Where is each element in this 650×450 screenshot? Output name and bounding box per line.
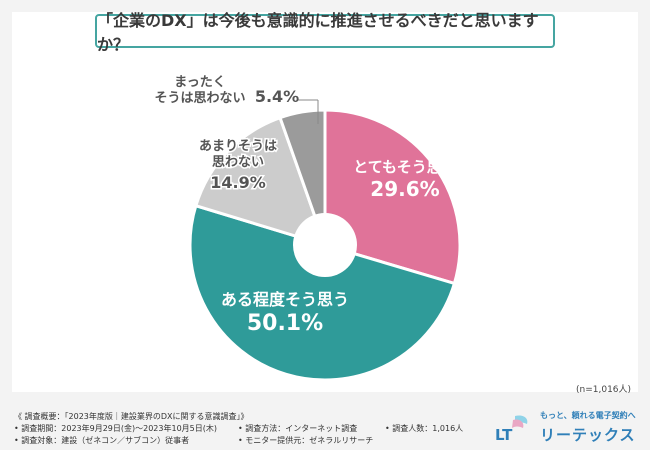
chart-title: 「企業のDX」は今後も意識的に推進させるべきだと思いますか？ bbox=[95, 11, 555, 54]
slice-category-label-somewhat: ある程度そう思う bbox=[221, 290, 349, 309]
slice-category-label-very-much: とてもそう思う bbox=[353, 158, 457, 176]
donut-hole bbox=[293, 213, 357, 277]
pie-slice-somewhat bbox=[188, 203, 457, 382]
survey-count: • 調査人数：1,016人 bbox=[385, 424, 464, 433]
slice-category-label-not-really: 思わない bbox=[212, 155, 264, 170]
slice-category-label-not-at-all: そうは思わない bbox=[154, 91, 245, 106]
slice-category-label-not-really: あまりそうは bbox=[199, 139, 277, 154]
brand-name: リーテックス bbox=[540, 426, 636, 444]
survey-summary: 《 調査概要：「2023年度版｜建設業界のDXに関する意識調査」》 bbox=[14, 412, 249, 421]
footer: 《 調査概要：「2023年度版｜建設業界のDXに関する意識調査」》 • 調査期間… bbox=[0, 404, 650, 450]
pie-slice-very-much bbox=[323, 108, 462, 286]
slice-value-label-not-really: 14.9% bbox=[210, 173, 266, 192]
pie-slice-not-at-all bbox=[278, 108, 327, 246]
brand-tagline: もっと、頼れる電子契約へ bbox=[540, 411, 636, 420]
survey-period: • 調査期間：2023年9月29日(金)〜2023年10月5日(木) bbox=[14, 424, 218, 433]
slice-value-label-not-at-all: 5.4% bbox=[255, 87, 299, 106]
survey-method: • 調査方法：インターネット調査 bbox=[238, 424, 358, 433]
survey-provider: • モニター提供元：ゼネラルリサーチ bbox=[238, 436, 374, 445]
pie-slices bbox=[188, 108, 462, 382]
sample-size-note: (n=1,016人) bbox=[576, 385, 632, 395]
slice-value-label-very-much: 29.6% bbox=[370, 177, 439, 201]
brand-logo-icon: LT bbox=[495, 415, 528, 444]
slice-value-label-somewhat: 50.1% bbox=[247, 311, 323, 336]
pie-slice-not-really bbox=[193, 115, 328, 248]
slice-category-label-not-at-all: まったく bbox=[174, 75, 225, 90]
brand-mark-text: LT bbox=[495, 426, 513, 444]
survey-target: • 調査対象：建設（ゼネコン／サブコン）従事者 bbox=[14, 436, 190, 445]
